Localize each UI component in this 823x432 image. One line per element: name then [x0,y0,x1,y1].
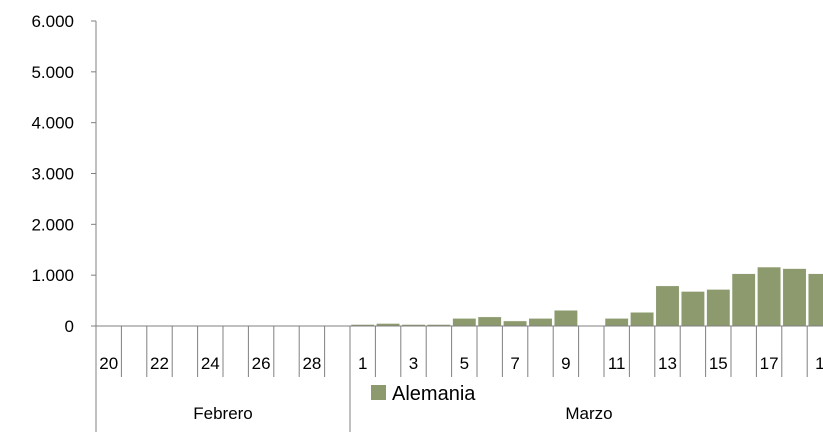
x-tick-label: 1 [358,354,367,373]
bar-16 [731,273,756,327]
bar-5 [452,318,477,327]
y-tick-label: 4.000 [31,114,74,133]
month-label-marzo: Marzo [565,404,612,423]
bar-8 [528,318,553,327]
y-tick-label: 5.000 [31,63,74,82]
bar-15 [706,289,731,327]
month-label-febrero: Febrero [193,404,253,423]
bar-12 [630,312,655,327]
x-tick-label: 17 [760,354,779,373]
x-tick-label: 13 [658,354,677,373]
x-tick-label: 3 [409,354,418,373]
x-tick-label: 24 [201,354,220,373]
bar-19 [807,273,823,327]
x-tick-label: 15 [709,354,728,373]
legend-label-alemania: Alemania [392,383,476,405]
bar-17 [757,266,782,327]
bar-13 [655,285,680,327]
bar-6 [477,316,502,327]
y-axis: 0 1.000 2.000 3.000 4.000 5.000 6.000 [31,12,97,336]
y-tick-label: 1.000 [31,266,74,285]
legend-swatch-alemania [371,385,386,400]
y-tick-label: 6.000 [31,12,74,31]
bar-7 [503,320,528,327]
x-tick-label: 22 [150,354,169,373]
x-tick-label: 1 [815,354,823,373]
x-tick-label: 7 [510,354,519,373]
x-tick-label: 9 [561,354,570,373]
y-tick-label: 2.000 [31,215,74,234]
bar-9 [553,309,578,327]
bar-18 [782,268,807,327]
y-tick-label: 3.000 [31,165,74,184]
x-tick-label: 26 [252,354,271,373]
x-tick-label: 20 [99,354,118,373]
bars [350,266,823,327]
x-tick-label: 5 [460,354,469,373]
y-tick-label: 0 [65,317,74,336]
x-tick-label: 28 [302,354,321,373]
legend: Alemania [371,383,476,405]
x-tick-label: 11 [608,354,626,373]
bar-14 [680,291,705,327]
bar-11 [604,318,629,327]
